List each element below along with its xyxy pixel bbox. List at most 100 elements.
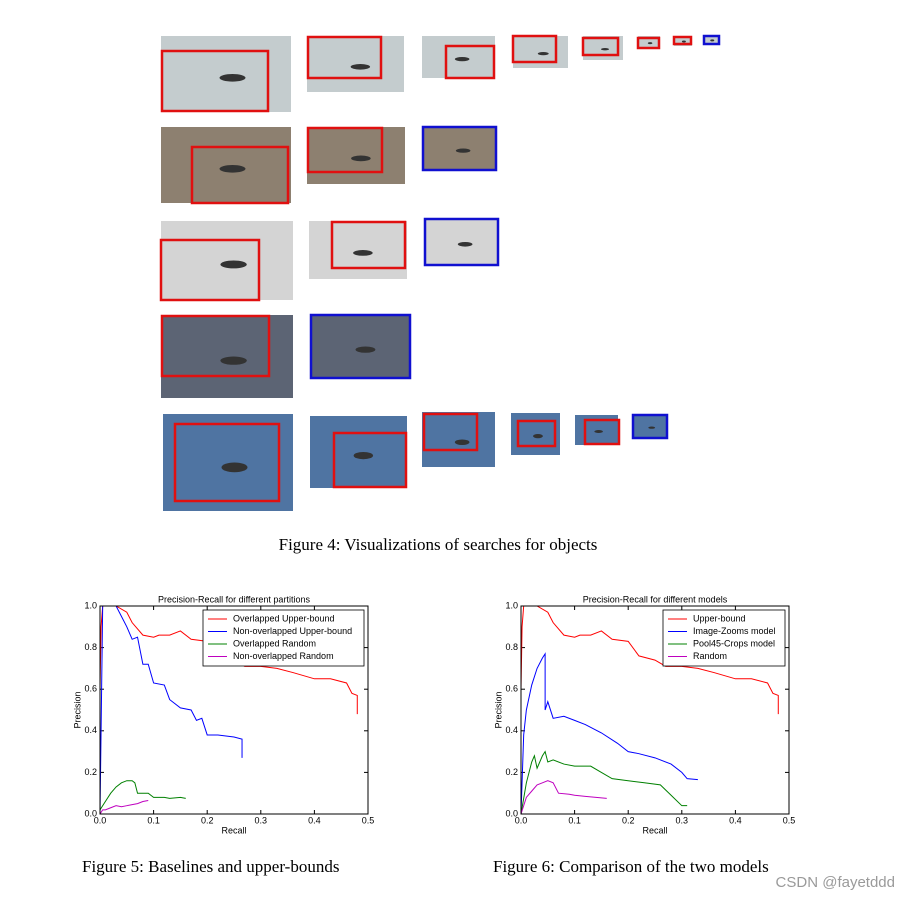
thumbnail bbox=[425, 219, 498, 265]
object bbox=[454, 57, 470, 62]
object bbox=[221, 462, 248, 473]
search-box bbox=[636, 36, 661, 50]
y-tick-label: 0.0 bbox=[505, 808, 518, 818]
y-tick-label: 0.6 bbox=[505, 684, 518, 694]
object bbox=[219, 74, 246, 82]
y-tick-label: 0.2 bbox=[505, 767, 518, 777]
object bbox=[220, 260, 247, 269]
object bbox=[533, 434, 543, 439]
thumbnail bbox=[163, 414, 293, 511]
y-tick-label: 0.2 bbox=[84, 767, 97, 777]
object bbox=[681, 40, 686, 43]
thumbnail bbox=[309, 221, 407, 279]
legend-label: Image-Zooms model bbox=[693, 626, 776, 636]
search-box bbox=[159, 238, 261, 302]
x-tick-label: 0.4 bbox=[729, 815, 742, 825]
x-tick-label: 0.5 bbox=[783, 815, 796, 825]
thumbnail bbox=[307, 127, 405, 184]
search-box bbox=[160, 49, 270, 113]
object bbox=[457, 242, 473, 247]
search-box bbox=[306, 126, 384, 174]
legend-label: Non-overlapped Upper-bound bbox=[233, 626, 352, 636]
search-box bbox=[309, 313, 412, 380]
thumbnail bbox=[307, 36, 404, 92]
y-axis-label: Precision bbox=[493, 691, 503, 728]
figure-4-images bbox=[159, 34, 721, 511]
legend-label: Pool45-Crops model bbox=[693, 638, 775, 648]
x-tick-label: 0.5 bbox=[362, 815, 375, 825]
x-tick-label: 0.3 bbox=[255, 815, 268, 825]
series-line bbox=[99, 799, 149, 815]
object bbox=[594, 430, 603, 433]
figure-4-caption: Figure 4: Visualizations of searches for… bbox=[279, 535, 598, 554]
search-box bbox=[332, 431, 408, 489]
search-box bbox=[672, 35, 693, 46]
x-tick-label: 0.3 bbox=[676, 815, 689, 825]
object bbox=[648, 426, 656, 429]
figure-5-caption: Figure 5: Baselines and upper-bounds bbox=[82, 857, 339, 876]
legend-label: Non-overlapped Random bbox=[233, 651, 334, 661]
thumbnail bbox=[633, 415, 667, 438]
thumbnail bbox=[161, 221, 293, 300]
thumbnail bbox=[311, 315, 410, 378]
y-tick-label: 0.6 bbox=[84, 684, 97, 694]
object bbox=[601, 48, 609, 51]
object bbox=[537, 52, 549, 56]
search-box bbox=[190, 145, 290, 205]
series-line bbox=[520, 605, 779, 715]
watermark: CSDN @fayetddd bbox=[776, 874, 895, 891]
y-axis-label: Precision bbox=[72, 691, 82, 728]
search-box bbox=[330, 220, 407, 270]
x-tick-label: 0.1 bbox=[147, 815, 160, 825]
object bbox=[353, 250, 373, 256]
search-box bbox=[173, 422, 281, 503]
y-tick-label: 0.4 bbox=[505, 725, 518, 735]
x-tick-label: 0.0 bbox=[515, 815, 528, 825]
legend-box bbox=[202, 609, 365, 667]
thumbnail bbox=[161, 36, 291, 112]
object bbox=[353, 452, 374, 460]
object bbox=[710, 39, 715, 42]
object bbox=[455, 148, 471, 153]
object bbox=[220, 356, 247, 365]
series-line bbox=[520, 750, 688, 815]
search-box bbox=[516, 419, 557, 448]
search-box bbox=[421, 125, 498, 172]
legend-label: Overlapped Random bbox=[233, 638, 316, 648]
y-tick-label: 1.0 bbox=[505, 600, 518, 610]
plot-frame bbox=[520, 605, 790, 815]
object bbox=[355, 346, 376, 353]
figure-6-caption: Figure 6: Comparison of the two models bbox=[493, 857, 769, 876]
search-box bbox=[581, 36, 620, 57]
legend-label: Upper-bound bbox=[693, 613, 746, 623]
x-tick-label: 0.0 bbox=[94, 815, 107, 825]
y-tick-label: 0.8 bbox=[505, 642, 518, 652]
thumbnail bbox=[310, 416, 407, 488]
plot-frame bbox=[99, 605, 369, 815]
series-line bbox=[99, 780, 186, 811]
x-axis-label: Recall bbox=[642, 825, 667, 835]
search-box bbox=[444, 44, 496, 80]
x-axis-label: Recall bbox=[221, 825, 246, 835]
x-tick-label: 0.4 bbox=[308, 815, 321, 825]
chart-title: Precision-Recall for different models bbox=[583, 594, 728, 604]
object bbox=[219, 165, 246, 173]
search-box bbox=[306, 35, 383, 80]
y-tick-label: 0.4 bbox=[84, 725, 97, 735]
object bbox=[647, 42, 653, 45]
x-tick-label: 0.1 bbox=[568, 815, 581, 825]
search-box bbox=[583, 418, 621, 446]
legend-label: Overlapped Upper-bound bbox=[233, 613, 335, 623]
y-tick-label: 1.0 bbox=[84, 600, 97, 610]
thumbnail bbox=[423, 127, 496, 170]
object bbox=[351, 155, 371, 162]
series-line bbox=[520, 780, 607, 815]
object bbox=[454, 439, 470, 445]
search-box bbox=[631, 413, 669, 440]
series-line bbox=[520, 652, 698, 815]
object bbox=[350, 64, 371, 70]
x-tick-label: 0.2 bbox=[201, 815, 214, 825]
search-box bbox=[702, 34, 721, 46]
search-box bbox=[422, 412, 479, 452]
